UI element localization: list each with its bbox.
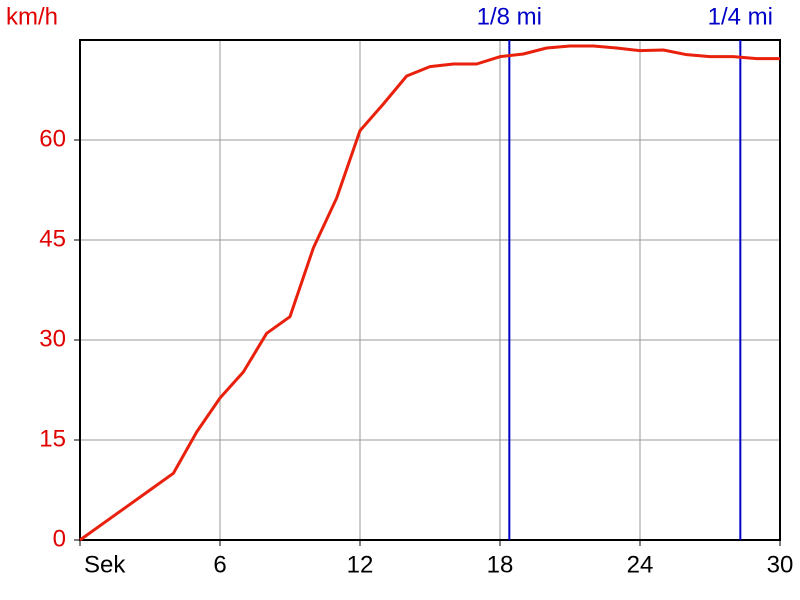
plot-frame [79, 39, 781, 541]
y-tick-label: 15 [39, 425, 66, 452]
y-tick-label: 45 [39, 225, 66, 252]
distance-label: 1/4 mi [708, 3, 773, 30]
y-axis-label: km/h [6, 3, 58, 30]
y-tick-label: 60 [39, 125, 66, 152]
x-tick-label: 30 [767, 551, 794, 578]
x-tick-label: 6 [213, 551, 226, 578]
x-tick-label: 24 [627, 551, 654, 578]
distance-label: 1/8 mi [477, 3, 542, 30]
x-tick-label: Sek [84, 551, 126, 578]
speed-line [79, 44, 780, 542]
x-tick-label: 12 [347, 551, 374, 578]
y-tick-label: 30 [39, 325, 66, 352]
y-tick-label: 0 [53, 525, 66, 552]
x-tick-label: 18 [487, 551, 514, 578]
